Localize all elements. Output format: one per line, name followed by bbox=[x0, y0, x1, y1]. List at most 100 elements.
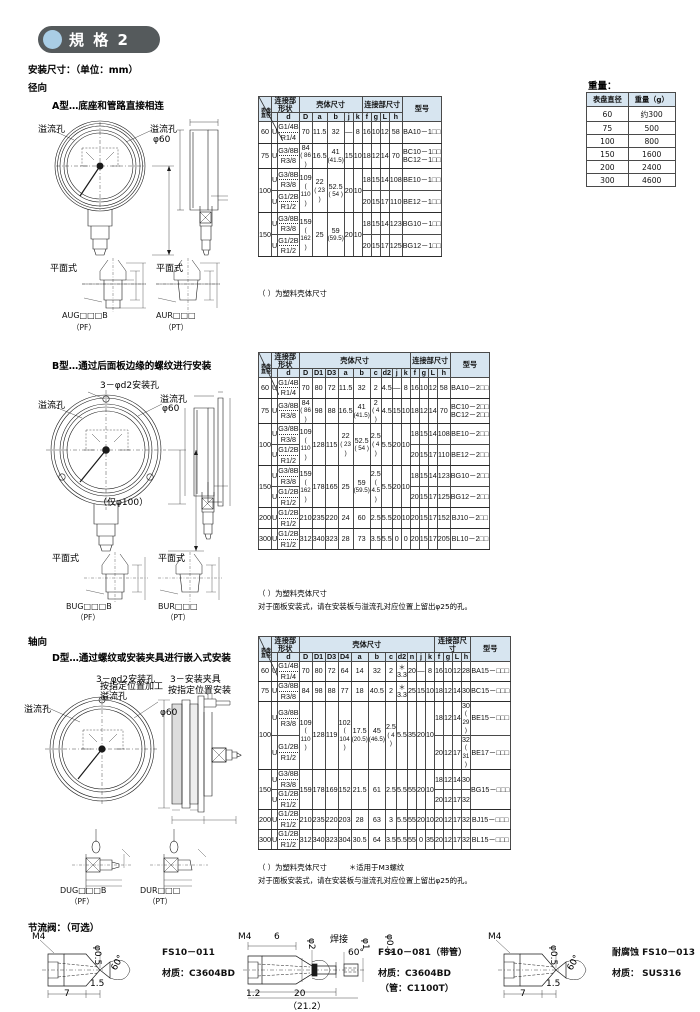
case-j-cell: — bbox=[415, 660, 426, 682]
dia-cell: 75 bbox=[258, 680, 272, 702]
valve-2-angle: 60° bbox=[348, 948, 364, 958]
thread-spec-cell: G1/2B R1/2 bbox=[277, 828, 300, 850]
u-mark-cell: U bbox=[270, 376, 279, 399]
label-overflow-hole-a-right: 溢流孔 bbox=[150, 125, 178, 135]
corner-dia-label: 表盘 直径 bbox=[261, 363, 272, 375]
thread-spec-cell: G3/8B R3/8 bbox=[277, 423, 300, 446]
conn-h-cell: 125 bbox=[388, 234, 403, 258]
case-j-cell: 20 bbox=[391, 507, 402, 530]
case-b-cell: 45 (46.5) bbox=[367, 700, 386, 770]
table-row: 75 U G3/8B R3/8 84( 86 ) 16.5 41 (41.5) 15 10 18 12… bbox=[258, 142, 443, 170]
conn-L-cell: 17 bbox=[451, 828, 462, 850]
case-D3-cell: 88 bbox=[324, 680, 339, 702]
valve-2-dim212: （21.2） bbox=[288, 1002, 327, 1012]
badge-dot-icon bbox=[43, 30, 62, 49]
case-b-cell: 60 bbox=[352, 507, 371, 530]
header-col-b: b bbox=[367, 652, 386, 662]
label-phi60-a: φ60 bbox=[153, 135, 171, 145]
header-col-D3: D3 bbox=[324, 368, 339, 378]
header-col-b: b bbox=[352, 368, 371, 378]
valve-2-dim6: 6 bbox=[274, 932, 280, 942]
conn-h-cell: 32 bbox=[460, 828, 471, 850]
model-cell: BA10－2□□ bbox=[449, 376, 491, 399]
valve-2-dim12: 1.2 bbox=[246, 989, 261, 999]
weight-value-cell: 800 bbox=[627, 134, 676, 148]
case-k-cell: 10 bbox=[352, 142, 363, 170]
label-overflow-hole-b-right: 溢流孔 bbox=[160, 395, 188, 405]
case-a-cell: 16.5 bbox=[337, 397, 354, 425]
header-col-D: D bbox=[298, 368, 313, 378]
header-col-a: a bbox=[311, 112, 328, 122]
table-row: 100 U G3/8B R3/8 109( 110 ) 128 115 22( 23 ) 52.… bbox=[258, 423, 491, 467]
dia-cell: 100 bbox=[258, 700, 272, 770]
case-D-cell: 159( 162 ) bbox=[298, 212, 313, 258]
conn-f-cell: 18 bbox=[433, 680, 444, 702]
case-j-cell: 0 bbox=[415, 828, 426, 850]
table-row: 200 U G1/2B R1/2 210 235 220 24 60 2.5 5.5 20 10 20 15… bbox=[258, 507, 491, 530]
conn-h-cell: 32 bbox=[460, 808, 471, 830]
weight-dia-cell: 300 bbox=[586, 173, 629, 187]
header-col-D1: D1 bbox=[311, 368, 326, 378]
header-col-a: a bbox=[350, 652, 369, 662]
conn-g-cell: 10 bbox=[442, 660, 453, 682]
u-mark-cell: U bbox=[270, 734, 279, 770]
case-D4-cell: 304 bbox=[337, 828, 352, 850]
valve-2-material: 材质：C3604BD bbox=[378, 969, 451, 979]
group-conn-dim: 连接部尺寸 bbox=[433, 635, 471, 654]
group-conn-dim: 连接部尺寸 bbox=[361, 95, 403, 114]
header-col-b: b bbox=[326, 112, 345, 122]
conn-f-cell: 18 bbox=[361, 212, 372, 236]
case-a-cell: 28 bbox=[350, 808, 369, 830]
code-bug: BUG□□□B bbox=[66, 602, 112, 611]
valve-1-m4: M4 bbox=[32, 932, 46, 942]
conn-L-cell: 14 bbox=[427, 397, 438, 425]
weight-col-dia: 表盘直径 bbox=[586, 92, 629, 107]
conn-L-cell: 14 bbox=[451, 700, 462, 736]
case-b-cell: 41 (41.5) bbox=[352, 397, 371, 425]
table-b-footnote-panel: 对于面板安装式，请在安装板与溢流孔对应位置上留出φ25的孔。 bbox=[258, 602, 472, 611]
case-j-cell: 15 bbox=[415, 680, 426, 702]
model-cell: BG12－1□□ bbox=[401, 234, 443, 258]
case-j-cell: 20 bbox=[391, 423, 402, 467]
case-k-cell: 10 bbox=[400, 397, 411, 425]
group-model: 型号 bbox=[449, 352, 491, 378]
header-col-c: c bbox=[384, 652, 397, 662]
conn-h-cell: 123 bbox=[436, 465, 451, 488]
table-row: 75 U G3/8B R3/8 84 98 88 77 18 40.5 2 ＊ 3.3 25 15 10 18 1… bbox=[258, 680, 511, 702]
table-row: 150 U G3/8B R3/8 159( 162 ) 25 59 (59.5) 20 10 18 1… bbox=[258, 212, 443, 258]
case-D3-cell: 88 bbox=[324, 397, 339, 425]
case-D-cell: 312 bbox=[298, 528, 313, 551]
table-d-footnote-panel: 对于面板安装式，请在安装板与溢流孔对应位置上留出φ25的孔。 bbox=[258, 876, 472, 885]
header-col-j: j bbox=[343, 112, 354, 122]
conn-h-cell: 152 bbox=[436, 507, 451, 530]
conn-g-cell: 12 bbox=[442, 734, 453, 770]
header-col-h: h bbox=[388, 112, 403, 122]
model-cell: BE15－□□□ bbox=[469, 700, 511, 736]
conn-L-cell: 14 bbox=[451, 768, 462, 790]
header-col-h: h bbox=[436, 368, 451, 378]
header-col-g: g bbox=[370, 112, 381, 122]
conn-g-cell: 12 bbox=[418, 397, 429, 425]
label-overflow-hole-a-left: 溢流孔 bbox=[38, 125, 66, 135]
valve-3-m4: M4 bbox=[488, 932, 502, 942]
case-n-cell: 35 bbox=[406, 700, 417, 770]
case-D-cell: 159( 162 ) bbox=[298, 465, 313, 509]
model-cell: BG12－2□□ bbox=[449, 486, 491, 509]
corner-dia-label: 表盘 直径 bbox=[261, 107, 272, 119]
valve-2-phi04: φ0.4 bbox=[384, 934, 394, 955]
model-cell: BE10－1□□ bbox=[401, 168, 443, 192]
group-case-dim: 壳体尺寸 bbox=[298, 95, 363, 114]
code-bur-sub: （PT） bbox=[166, 613, 191, 622]
case-b-cell: 59 (59.5) bbox=[352, 465, 371, 509]
header-col-f: f bbox=[433, 652, 444, 662]
case-a-cell: 28 bbox=[337, 528, 354, 551]
dia-cell: 100 bbox=[258, 423, 272, 467]
case-c-cell: 3.5 bbox=[384, 828, 397, 850]
conn-f-cell: 20 bbox=[409, 444, 420, 467]
type-b-title: B型…通过后面板边缘的螺纹进行安装 bbox=[52, 361, 212, 372]
weight-table-row: 60 约300 bbox=[586, 106, 676, 122]
conn-L-cell: 17 bbox=[379, 234, 390, 258]
thread-spec-cell: G1/4B R1/4 bbox=[277, 120, 300, 144]
conn-g-cell: 15 bbox=[418, 507, 429, 530]
valve-1-drawing bbox=[34, 932, 154, 1002]
